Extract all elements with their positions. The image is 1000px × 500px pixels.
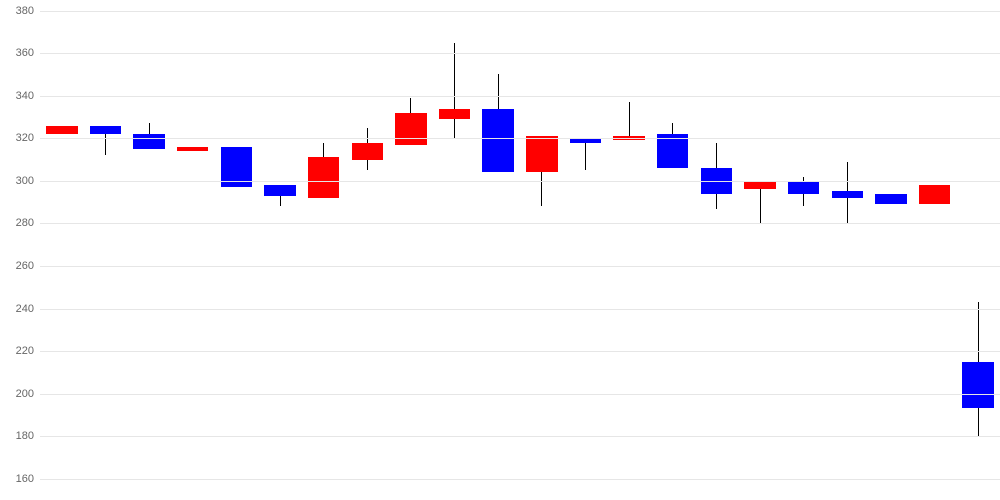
plot-area	[40, 0, 1000, 500]
gridline	[40, 181, 1000, 182]
y-axis-label: 300	[0, 175, 34, 187]
candle-body	[526, 136, 557, 172]
candle-body	[439, 109, 470, 120]
y-axis-label: 200	[0, 388, 34, 400]
y-axis-label: 380	[0, 5, 34, 17]
candle-body	[308, 157, 339, 197]
gridline	[40, 96, 1000, 97]
gridline	[40, 394, 1000, 395]
candle-body	[482, 109, 513, 173]
gridline	[40, 479, 1000, 480]
candle-wick	[454, 43, 455, 139]
y-axis-label: 160	[0, 473, 34, 485]
candle-body	[90, 126, 121, 135]
candle-body	[962, 362, 993, 409]
candle-body	[788, 181, 819, 194]
y-axis-label: 180	[0, 430, 34, 442]
gridline	[40, 53, 1000, 54]
gridline	[40, 309, 1000, 310]
candlestick-chart: 160 180 200 220 240 260 280 300 320 340 360 380	[0, 0, 1000, 500]
candle-body	[744, 181, 775, 190]
y-axis-label: 360	[0, 47, 34, 59]
candle-body	[46, 126, 77, 135]
y-axis-label: 240	[0, 303, 34, 315]
candle-body	[919, 185, 950, 204]
candle-body	[395, 113, 426, 145]
candle-wick	[629, 102, 630, 140]
candle-body	[352, 143, 383, 160]
y-axis-label: 320	[0, 132, 34, 144]
gridline	[40, 351, 1000, 352]
y-axis-label: 340	[0, 90, 34, 102]
gridline	[40, 223, 1000, 224]
candle-wick	[585, 138, 586, 170]
candle-body	[264, 185, 295, 196]
gridline	[40, 266, 1000, 267]
y-axis-label: 220	[0, 345, 34, 357]
candle-body	[177, 147, 208, 151]
gridline	[40, 138, 1000, 139]
candle-body	[133, 134, 164, 149]
candle-body	[832, 191, 863, 197]
y-axis-label: 260	[0, 260, 34, 272]
candle-body	[875, 194, 906, 205]
gridline	[40, 11, 1000, 12]
gridline	[40, 436, 1000, 437]
y-axis-label: 280	[0, 217, 34, 229]
